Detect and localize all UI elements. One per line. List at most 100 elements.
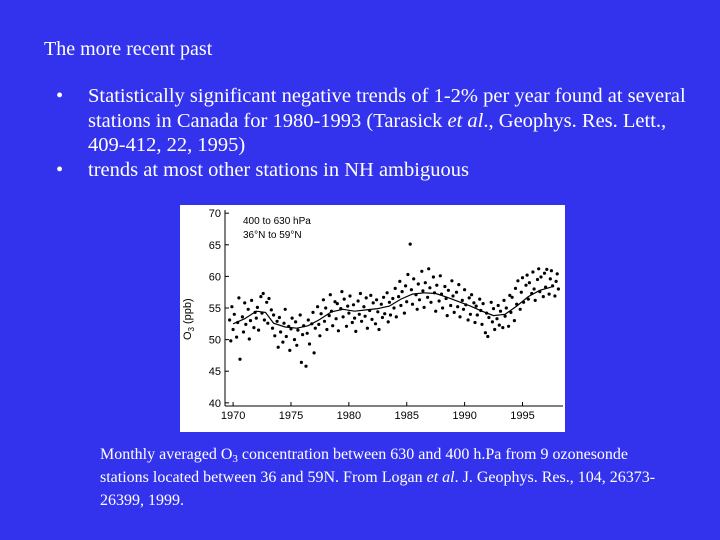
data-point [503, 314, 507, 318]
bullet-symbol: • [56, 158, 64, 181]
data-point [373, 322, 378, 326]
data-point [382, 295, 386, 299]
data-point [277, 315, 281, 320]
data-point [449, 303, 453, 308]
data-point [507, 324, 511, 328]
data-point [472, 301, 476, 305]
data-point [525, 273, 529, 277]
data-point [405, 300, 409, 304]
data-point [519, 290, 523, 294]
data-point [435, 283, 439, 287]
caption-text-3: . J. Geophys. Res., 104, 26373-26399, 19… [100, 469, 656, 509]
data-point [504, 306, 508, 310]
data-point [295, 343, 299, 347]
data-point [365, 326, 369, 330]
data-point [392, 306, 396, 310]
data-point [437, 299, 441, 303]
data-point [428, 286, 432, 290]
data-point [422, 305, 426, 309]
y-tick-label: 40 [209, 398, 221, 410]
data-point [304, 364, 308, 368]
figure-caption: Monthly averaged O3 concentration betwee… [100, 443, 660, 512]
data-point [478, 297, 482, 301]
bullet-item: • trends at most other stations in NH am… [56, 158, 696, 183]
data-point [327, 314, 331, 318]
data-point [254, 316, 258, 320]
data-point [335, 302, 339, 306]
data-point [553, 294, 557, 298]
data-point [393, 286, 397, 290]
data-point [334, 317, 338, 321]
data-point [417, 298, 422, 302]
data-point [421, 289, 425, 293]
data-point [240, 315, 244, 319]
data-point [486, 334, 490, 339]
data-point [358, 291, 362, 296]
data-point [284, 334, 288, 339]
data-point [371, 301, 375, 305]
data-point [533, 298, 537, 302]
data-point [232, 312, 236, 316]
data-point [276, 345, 280, 349]
data-point [317, 322, 321, 326]
data-point [270, 326, 275, 330]
data-point [427, 267, 431, 271]
data-point [307, 342, 312, 346]
data-point [306, 318, 310, 322]
data-point [399, 303, 403, 308]
data-point [243, 301, 247, 305]
data-point [438, 274, 442, 278]
data-point [311, 310, 315, 314]
data-point [466, 318, 470, 322]
data-point [524, 283, 528, 287]
y-axis-label-main: O [182, 331, 194, 340]
data-point [288, 348, 292, 352]
caption-italic: et al [426, 469, 455, 486]
data-point [250, 298, 254, 302]
data-point [491, 307, 496, 311]
data-point [281, 340, 285, 344]
bullet-italic: et al [447, 109, 484, 132]
data-point [487, 315, 491, 320]
data-point [452, 310, 456, 314]
data-point [501, 326, 505, 330]
chart-svg: 40 45 50 55 60 65 70 1970 1975 1980 1985 1990 1995 4… [182, 208, 563, 422]
data-point [426, 295, 430, 299]
chart-annotation-latitude: 36°N to 59°N [243, 230, 302, 241]
data-point [294, 320, 298, 324]
data-point [398, 279, 402, 283]
data-point [387, 300, 391, 304]
data-point [257, 328, 261, 332]
data-point [379, 302, 383, 306]
chart-annotation-range: 400 to 630 hPa [243, 216, 311, 227]
data-point [416, 282, 420, 286]
data-point [483, 331, 487, 335]
bullet-text: Statistically significant negative trend… [88, 85, 686, 132]
data-point [490, 320, 494, 324]
data-point [313, 326, 317, 330]
data-point [316, 305, 320, 309]
caption-text: Monthly averaged O [100, 446, 233, 463]
data-point [549, 269, 553, 273]
y-tick-label: 65 [209, 240, 221, 252]
data-point [346, 304, 350, 308]
trend-line [232, 286, 552, 329]
data-point [321, 298, 325, 302]
data-point [502, 298, 506, 302]
y-axis-label-sub: 3 [187, 326, 196, 331]
data-point [247, 337, 251, 341]
data-point [265, 300, 269, 304]
data-point [412, 277, 416, 281]
data-point [409, 288, 413, 292]
caption-subscript: 3 [232, 453, 238, 465]
data-point [324, 306, 328, 310]
data-point [495, 317, 499, 321]
data-point [246, 307, 250, 311]
data-point [463, 288, 467, 292]
data-point [298, 313, 302, 317]
chart-points [228, 242, 560, 368]
data-point [548, 277, 552, 281]
ozone-chart: 40 45 50 55 60 65 70 1970 1975 1980 1985 1990 1995 4… [180, 205, 565, 432]
y-tick-label: 50 [209, 335, 221, 347]
data-point [301, 333, 305, 337]
